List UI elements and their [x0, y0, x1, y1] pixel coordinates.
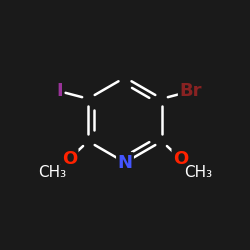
Text: O: O — [173, 150, 188, 168]
Text: N: N — [118, 154, 132, 172]
Text: I: I — [56, 82, 63, 100]
Text: O: O — [62, 150, 77, 168]
Text: Br: Br — [179, 82, 202, 100]
Text: CH₃: CH₃ — [38, 165, 66, 180]
Text: CH₃: CH₃ — [184, 165, 212, 180]
